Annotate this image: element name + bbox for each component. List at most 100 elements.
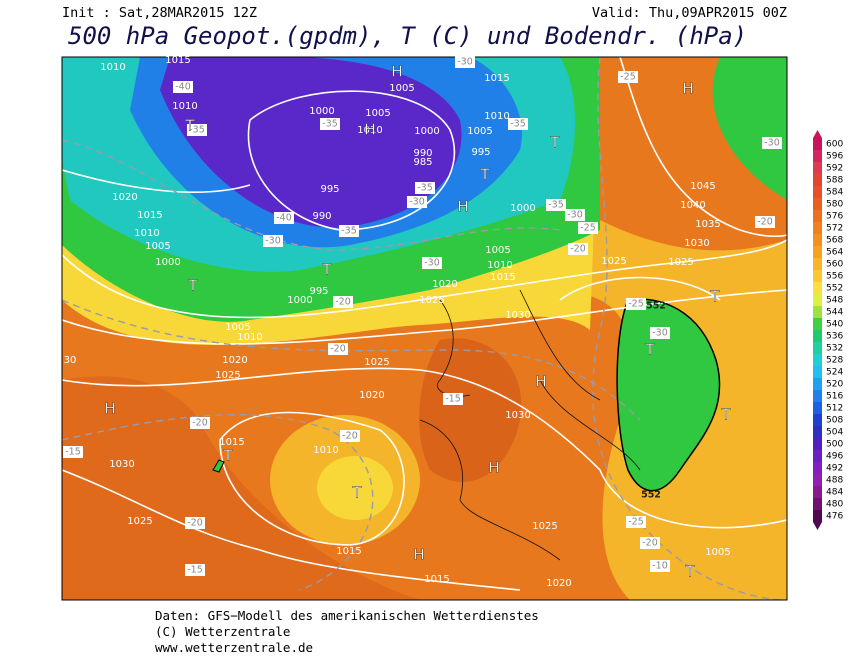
colorbar-cell: [813, 162, 822, 174]
isobar-label: 1025: [364, 357, 389, 368]
colorbar-cell: [813, 138, 822, 150]
colorbar-cell: [813, 282, 822, 294]
isotherm-label: -20: [757, 217, 773, 228]
isobar: [247, 90, 456, 231]
colorbar-cell: [813, 474, 822, 486]
map-title: 500 hPa Geopot.(gpdm), T (C) und Bodendr…: [68, 22, 747, 50]
isotherm-label-box: [340, 430, 360, 442]
isotherm-label-box: [565, 209, 585, 221]
isotherm: [62, 139, 561, 251]
isotherm-label-box: [443, 393, 463, 405]
colorbar-label: 572: [826, 224, 843, 234]
isotherm-label-box: [185, 564, 205, 576]
colorbar-cell: [813, 306, 822, 318]
isobar-label: 1005: [467, 126, 492, 137]
isobar-label: 985: [413, 157, 432, 168]
data-source: Daten: GFS−Modell des amerikanischen Wet…: [155, 608, 539, 623]
colorbar-cell: [813, 426, 822, 438]
isobar-label: 1020: [432, 279, 457, 290]
isotherm-label: -20: [192, 418, 208, 429]
isotherm-label-box: [455, 56, 475, 68]
isotherm-label: -35: [548, 200, 564, 211]
isotherm-label: -40: [276, 213, 292, 224]
colorbar-arrow-top: [813, 130, 822, 138]
isotherm-label: -30: [265, 236, 281, 247]
isotherm-label: -10: [652, 561, 668, 572]
isotherm-label-box: [190, 417, 210, 429]
colorbar-cell: [813, 342, 822, 354]
colorbar-label: 488: [826, 476, 843, 486]
colorbar-label: 564: [826, 248, 843, 258]
colorbar-label: 544: [826, 308, 843, 318]
valid-time: Valid: Thu,09APR2015 00Z: [592, 5, 787, 21]
colorbar-label: 560: [826, 260, 843, 270]
colorbar-cell: [813, 186, 822, 198]
colorbar-cell: [813, 366, 822, 378]
isotherm-label-box: [762, 137, 782, 149]
isobar-label: 30: [64, 355, 77, 366]
isotherm-label-box: [407, 196, 427, 208]
isotherm-label-box: [339, 225, 359, 237]
purple-field: [160, 57, 462, 228]
isobar-label: 1010: [484, 111, 509, 122]
isobar: [219, 411, 405, 546]
isotherm-label: -35: [341, 226, 357, 237]
colorbar-cell: [813, 414, 822, 426]
colorbar-label: 500: [826, 440, 843, 450]
colorbar-cell: [813, 450, 822, 462]
isobar-label: 1025: [532, 521, 557, 532]
warm-area: [62, 376, 420, 600]
isotherm-label: -35: [417, 183, 433, 194]
colorbar-cell: [813, 402, 822, 414]
isotherm-label: -25: [628, 517, 644, 528]
coastline: [419, 289, 641, 561]
isotherm-label: -30: [567, 210, 583, 221]
isotherm-label: -30: [457, 57, 473, 68]
colorbar-label: 512: [826, 404, 843, 414]
geopotential-label: 552: [641, 490, 661, 501]
colorbar-label: 568: [826, 236, 843, 246]
isobar-label: 1010: [357, 125, 382, 136]
isotherm-label-box: [328, 343, 348, 355]
isotherm-label-box: [187, 124, 207, 136]
yellow-cell: [317, 456, 393, 520]
isobar-label: 1015: [336, 546, 361, 557]
isobar: [559, 276, 721, 301]
isotherm-label-box: [640, 537, 660, 549]
colorbar-cell: [813, 198, 822, 210]
isobar: [62, 367, 787, 529]
isobar-label: 1025: [601, 256, 626, 267]
colorbar-label: 524: [826, 368, 843, 378]
colorbar-label: 516: [826, 392, 843, 402]
colorbar-label: 600: [826, 140, 843, 150]
isotherm-label: -35: [322, 119, 338, 130]
isotherm-label-box: [546, 199, 566, 211]
green-cell: [616, 298, 721, 492]
isotherm-label: -15: [187, 565, 203, 576]
isotherm-label: -30: [652, 328, 668, 339]
colorbar-cell: [813, 234, 822, 246]
isotherm-label-box: [63, 446, 83, 458]
isotherm-label-box: [274, 212, 294, 224]
colorbar-cell: [813, 150, 822, 162]
isobar: [619, 57, 787, 238]
colorbar-label: 532: [826, 344, 843, 354]
isobar-label: 1000: [510, 203, 535, 214]
colorbar-cell: [813, 378, 822, 390]
pressure-center: T: [549, 134, 560, 152]
colorbar-cell: [813, 390, 822, 402]
pressure-center: T: [644, 341, 655, 359]
isobar-label: 1015: [484, 73, 509, 84]
map-area: [62, 57, 787, 600]
isotherm-label: -35: [189, 125, 205, 136]
isotherm-label: -25: [628, 299, 644, 310]
colorbar-cell: [813, 486, 822, 498]
isobar-label: 1025: [127, 516, 152, 527]
isobar-label: 990: [413, 148, 432, 159]
island-cell: [212, 459, 225, 473]
pressure-center: H: [391, 63, 402, 81]
pressure-center: T: [709, 288, 720, 306]
isobar-label: 1010: [172, 101, 197, 112]
colorbar-cell: [813, 330, 822, 342]
colorbar-cell: [813, 510, 822, 522]
